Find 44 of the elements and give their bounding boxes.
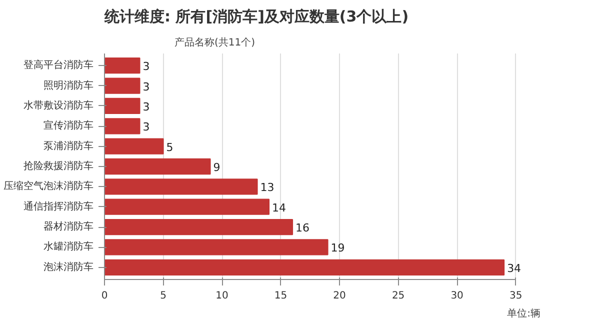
x-tick-label: 15	[274, 290, 288, 302]
y-tick-label: 压缩空气泡沫消防车	[4, 180, 94, 192]
data-label: 9	[213, 161, 220, 174]
data-label: 5	[166, 140, 174, 154]
y-tick-label: 水带敷设消防车	[24, 99, 94, 112]
y-tick-label: 泡沫消防车	[44, 260, 94, 273]
bar	[104, 239, 328, 256]
data-label: 13	[260, 181, 274, 194]
y-axis-title: 产品名称(共11个)	[174, 36, 256, 48]
y-tick-label: 泵浦消防车	[44, 140, 94, 152]
y-tick-label: 通信指挥消防车	[24, 200, 94, 212]
bar	[104, 218, 294, 236]
data-label: 3	[142, 100, 150, 114]
bar	[104, 98, 140, 114]
x-tick-label: 30	[450, 290, 464, 302]
x-tick-label: 10	[216, 290, 228, 302]
y-tick-label: 水罐消防车	[44, 240, 94, 253]
chart-title: 统计维度: 所有[消防车]及对应数量(3个以上)	[104, 8, 409, 26]
x-axis-title: 单位:辆	[507, 308, 541, 320]
x-tick-label: 25	[392, 290, 405, 302]
bar	[104, 178, 258, 195]
data-label: 3	[142, 120, 150, 134]
bar	[104, 58, 140, 74]
x-tick-label: 5	[160, 290, 166, 302]
data-label: 14	[272, 201, 286, 214]
y-tick-label: 照明消防车	[44, 79, 94, 92]
bar	[104, 198, 270, 215]
x-tick-label: 20	[333, 290, 346, 302]
bar	[104, 118, 140, 134]
bar	[104, 78, 140, 94]
y-tick-label: 登高平台消防车	[24, 59, 94, 72]
data-label: 3	[142, 80, 150, 94]
y-tick-label: 抢险救援消防车	[24, 160, 94, 172]
bar	[104, 138, 164, 154]
x-tick-label: 0	[101, 290, 108, 302]
y-tick-label: 器材消防车	[44, 220, 94, 233]
bar	[104, 259, 505, 276]
x-tick-label: 35	[509, 290, 522, 302]
bar	[104, 158, 211, 175]
data-label: 19	[330, 242, 345, 255]
y-tick-label: 宣传消防车	[44, 120, 94, 132]
data-label: 16	[296, 222, 310, 235]
data-label: 3	[142, 60, 150, 74]
data-label: 34	[507, 262, 522, 275]
